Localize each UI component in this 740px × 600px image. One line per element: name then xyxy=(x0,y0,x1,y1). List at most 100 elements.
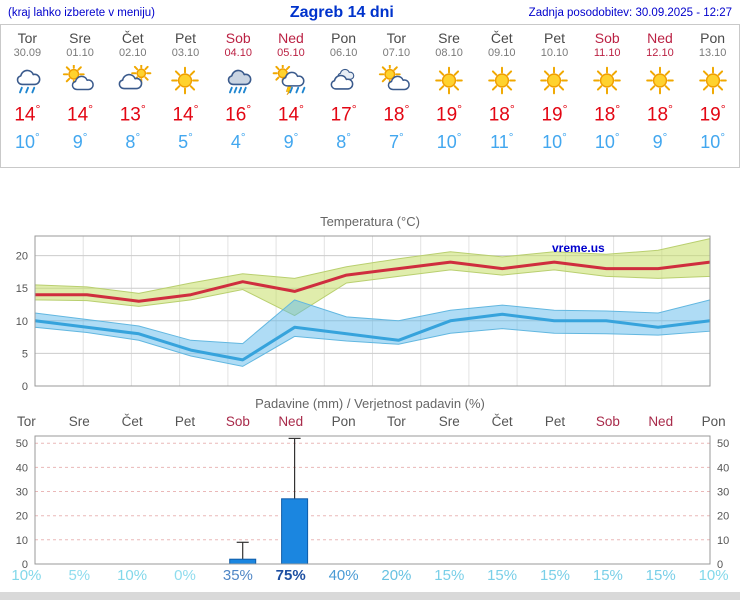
day-name: Tor xyxy=(386,30,407,46)
precip-probability: 75% xyxy=(276,567,306,584)
day-date: 30.09 xyxy=(13,47,42,59)
temp-ytick-label: 20 xyxy=(16,251,28,263)
temp-max: 18° xyxy=(594,102,621,126)
sunny-icon-svg xyxy=(171,66,200,95)
temp-max: 14° xyxy=(172,102,199,126)
temp-min: 9° xyxy=(652,131,668,153)
temp-min: 8° xyxy=(125,131,141,153)
precipitation-chart: Tor Sre Čet Pet Sob Ned Pon Tor Sre Čet Pet Sob Ned P… xyxy=(11,414,729,584)
temp-min: 8° xyxy=(336,131,351,153)
precip-probability: 15% xyxy=(593,567,623,584)
forecast-day-column[interactable]: Čet 02.10 13° 8° xyxy=(106,25,159,167)
day-name: Čet xyxy=(121,30,144,46)
forecast-day-column[interactable]: Ned 05.10 14° 9° xyxy=(265,25,318,167)
day-date: 03.10 xyxy=(171,47,200,59)
temp-max: 18° xyxy=(646,102,673,126)
precip-ytick-right: 20 xyxy=(717,511,729,523)
precip-day-label: Ned xyxy=(278,414,303,429)
temp-min: 11° xyxy=(490,131,514,153)
forecast-day-column[interactable]: Sob 11.10 18° 10° xyxy=(581,25,634,167)
forecast-strip: Tor 30.09 14° 10° Sre 01.10 14° 9° Čet 02.10 13° 8°… xyxy=(0,24,740,168)
precip-day-label: Pon xyxy=(332,414,356,429)
precip-probability: 20% xyxy=(381,567,411,584)
forecast-day-column[interactable]: Sre 08.10 19° 10° xyxy=(423,25,476,167)
forecast-day-column[interactable]: Čet 09.10 18° 11° xyxy=(475,25,528,167)
forecast-day-column[interactable]: Pet 10.10 19° 10° xyxy=(528,25,581,167)
precip-day-label: Tor xyxy=(387,414,406,429)
precip-probability: 15% xyxy=(540,567,570,584)
temp-min: 10° xyxy=(14,131,40,153)
precip-ytick-left: 50 xyxy=(16,438,28,450)
temp-max: 14° xyxy=(67,102,94,126)
day-name: Pet xyxy=(174,30,196,46)
temp-max: 17° xyxy=(330,102,357,126)
forecast-day-column[interactable]: Sob 04.10 16° 4° xyxy=(212,25,265,167)
temp-max: 19° xyxy=(699,102,726,126)
temp-max: 19° xyxy=(436,102,463,126)
day-name: Pon xyxy=(700,30,726,46)
temp-chart-title: Temperatura (°C) xyxy=(320,214,420,229)
temp-max: 16° xyxy=(225,102,252,126)
temperature-chart: 0 5 10 15 20 vreme.us xyxy=(16,235,711,393)
precip-ytick-left: 40 xyxy=(16,462,28,474)
sunny-icon xyxy=(686,65,739,98)
precip-bar xyxy=(281,498,309,565)
day-date: 11.10 xyxy=(593,47,621,59)
precip-probability: 10% xyxy=(11,567,41,584)
weather-page: (kraj lahko izberete v meniju) Zagreb 14… xyxy=(0,4,740,600)
temp-min: 9° xyxy=(283,131,299,153)
temp-min: 7° xyxy=(389,131,404,153)
partly-cloudy-icon xyxy=(54,65,107,98)
temp-min: 5° xyxy=(178,131,193,153)
precip-ytick-left: 20 xyxy=(16,511,28,523)
day-date: 07.10 xyxy=(382,47,411,59)
sunny-icon-svg xyxy=(487,66,516,95)
precip-day-label: Sre xyxy=(439,414,460,429)
forecast-day-column[interactable]: Pet 03.10 14° 5° xyxy=(159,25,212,167)
precip-probability: 5% xyxy=(68,567,90,584)
day-name: Pet xyxy=(543,30,565,46)
forecast-day-column[interactable]: Ned 12.10 18° 9° xyxy=(634,25,687,167)
temp-min: 10° xyxy=(594,131,620,153)
temp-max: 19° xyxy=(541,102,568,126)
sunny-icon-svg xyxy=(698,66,727,95)
precip-ytick-right: 30 xyxy=(717,487,729,499)
precip-ytick-left: 0 xyxy=(22,559,28,571)
temp-min: 10° xyxy=(542,131,567,153)
day-name: Ned xyxy=(278,30,304,46)
day-date: 01.10 xyxy=(66,47,94,59)
temp-max: 13° xyxy=(119,102,146,126)
watermark: vreme.us xyxy=(552,241,605,255)
precip-day-label: Pet xyxy=(545,414,566,429)
precip-ytick-left: 10 xyxy=(16,535,28,547)
day-name: Pon xyxy=(331,30,357,46)
menu-hint: (kraj lahko izberete v meniju) xyxy=(8,7,156,19)
forecast-day-column[interactable]: Pon 13.10 19° 10° xyxy=(686,25,739,167)
day-date: 05.10 xyxy=(277,47,305,59)
precip-day-label: Pet xyxy=(175,414,196,429)
forecast-day-column[interactable]: Sre 01.10 14° 9° xyxy=(54,25,107,167)
precip-chart-title: Padavine (mm) / Verjetnost padavin (%) xyxy=(255,396,485,411)
precip-day-label: Sob xyxy=(596,414,620,429)
precip-day-label: Sre xyxy=(69,414,90,429)
day-name: Tor xyxy=(17,30,38,46)
cloudy-icon xyxy=(317,65,370,98)
sunny-icon xyxy=(581,65,634,98)
sunny-icon xyxy=(475,65,528,98)
sunny-icon-svg xyxy=(540,66,569,95)
precip-probability: 15% xyxy=(646,567,676,584)
forecast-day-column[interactable]: Tor 07.10 18° 7° xyxy=(370,25,423,167)
forecast-day-column[interactable]: Pon 06.10 17° 8° xyxy=(317,25,370,167)
day-name: Ned xyxy=(647,30,673,46)
partly-cloudy-icon xyxy=(370,65,423,98)
sunny-icon xyxy=(423,65,476,98)
precip-probability: 0% xyxy=(174,567,196,584)
precip-probability: 10% xyxy=(699,567,729,584)
precip-day-label: Čet xyxy=(492,414,513,429)
day-date: 13.10 xyxy=(698,47,727,59)
forecast-day-column[interactable]: Tor 30.09 14° 10° xyxy=(1,25,54,167)
temp-ytick-label: 5 xyxy=(22,348,28,360)
temp-line xyxy=(35,260,711,303)
temp-line xyxy=(34,312,711,362)
precip-day-label: Pon xyxy=(702,414,726,429)
